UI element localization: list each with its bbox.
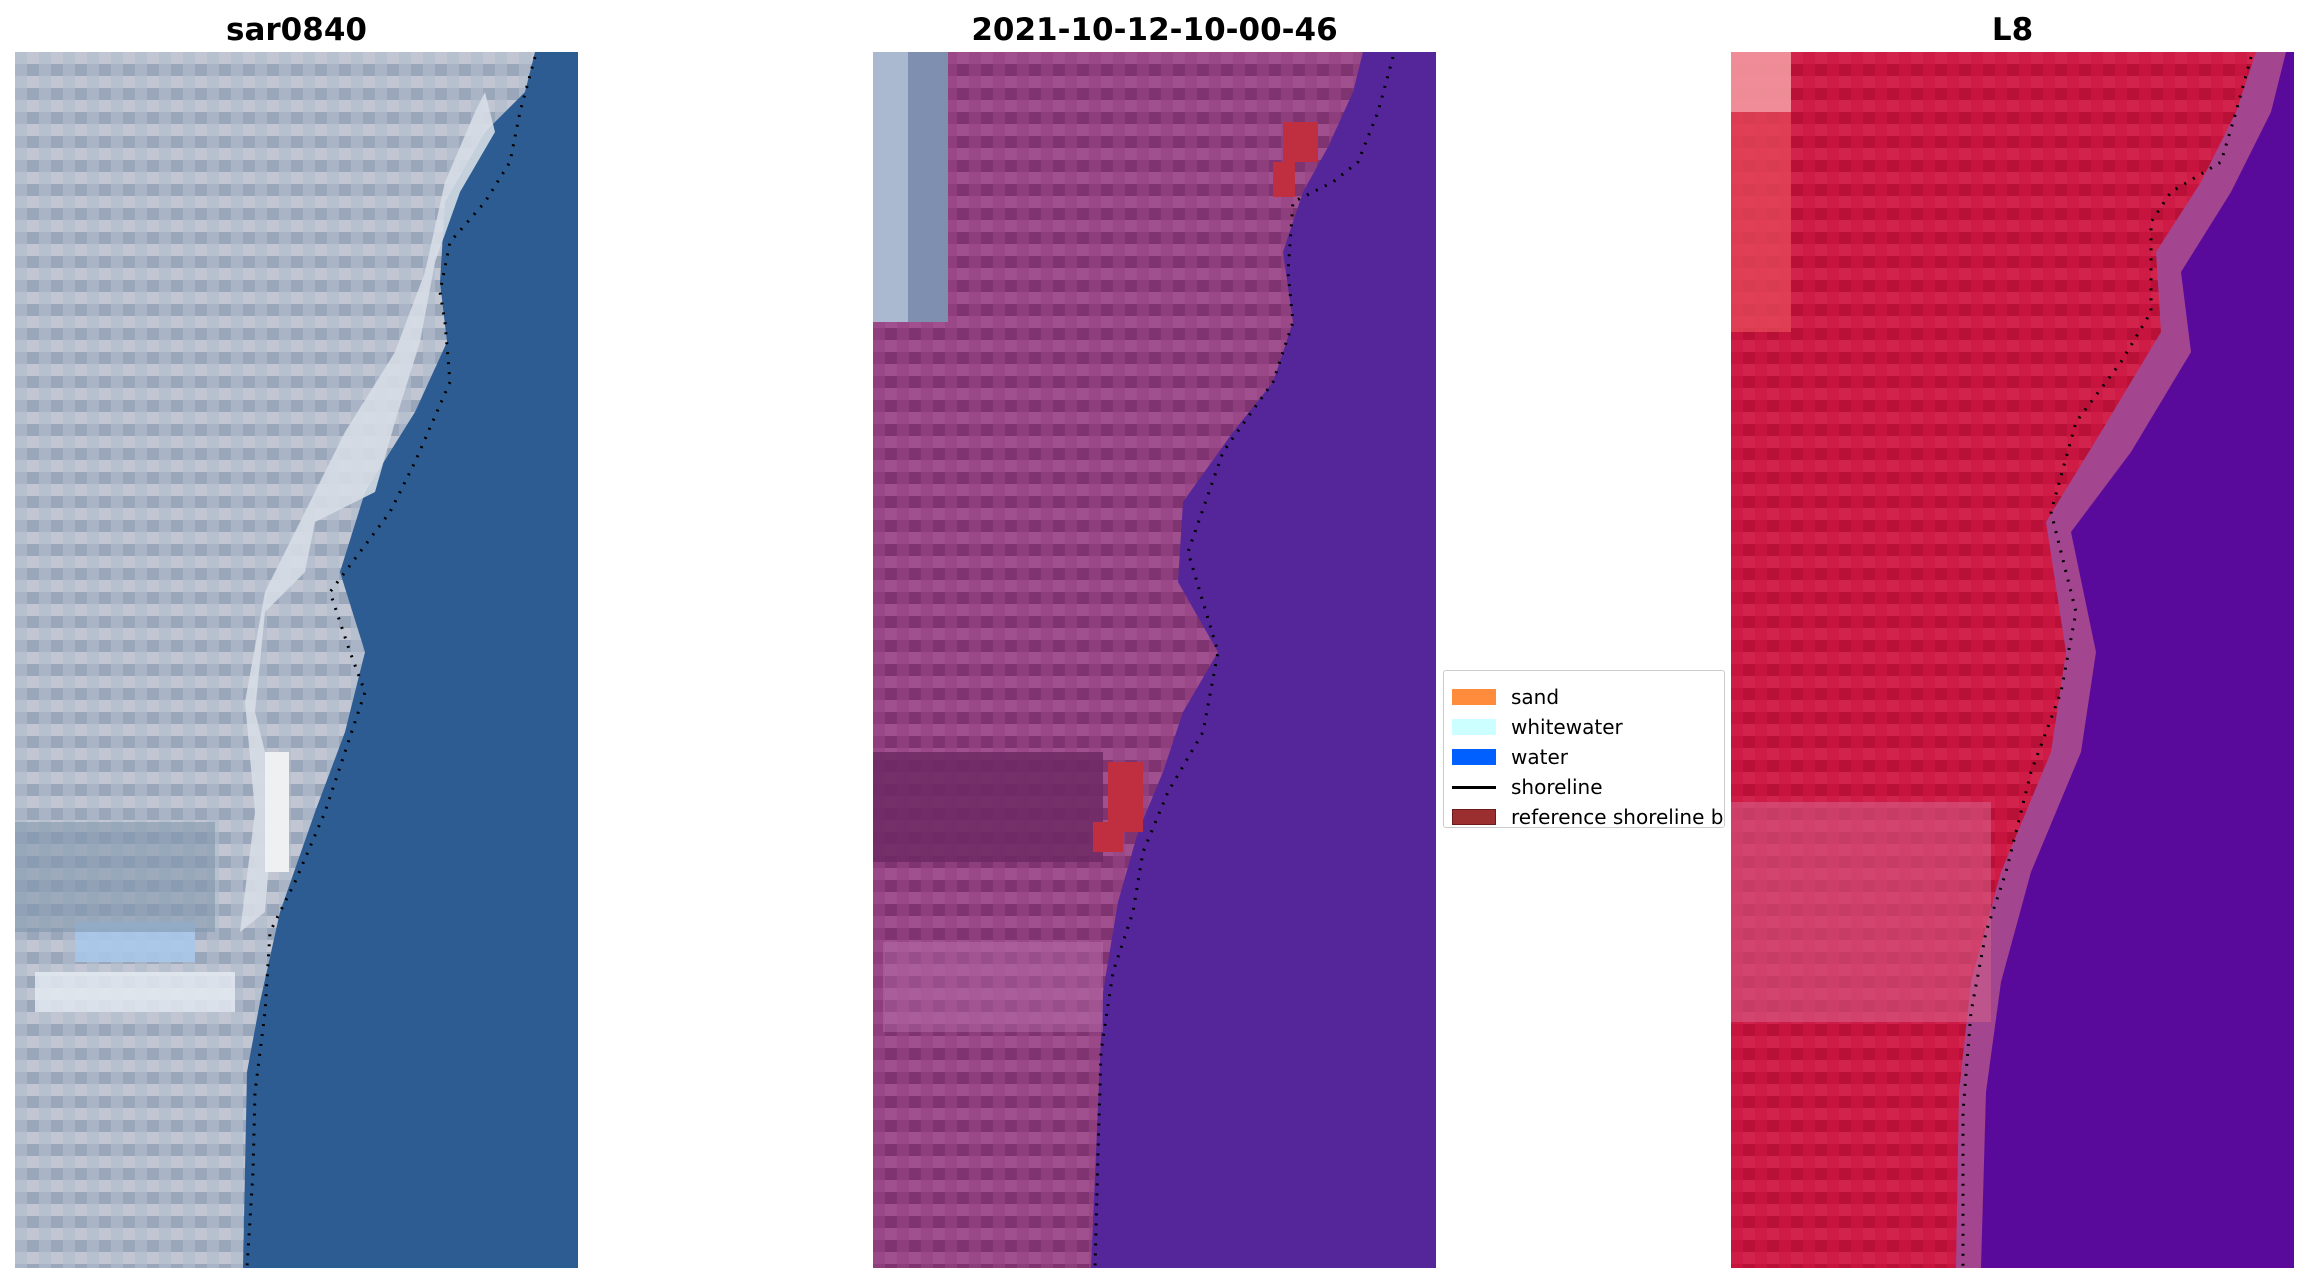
- shoreline-line: [1452, 785, 1496, 789]
- shoreline-dots: [245, 56, 537, 1268]
- legend-item-whitewater: whitewater: [1452, 714, 1724, 740]
- legend-item-sand: sand: [1452, 684, 1724, 710]
- sand-swatch: [1452, 689, 1496, 705]
- legend-label: whitewater: [1511, 715, 1623, 739]
- panel-title-sar0840: sar0840: [226, 12, 367, 48]
- classified-image-panel: [873, 52, 1436, 1268]
- shoreline-dots: [1961, 56, 2253, 1268]
- panel-title-l8: L8: [1991, 12, 2034, 48]
- whitewater-swatch: [1452, 719, 1496, 735]
- legend-label: reference shoreline buffer: [1511, 805, 1724, 828]
- satellite-image-true-color: [15, 52, 578, 1268]
- legend-label: water: [1511, 745, 1568, 769]
- legend: sand whitewater water shoreline referenc…: [1443, 670, 1725, 828]
- water-swatch: [1452, 749, 1496, 765]
- legend-label: sand: [1511, 685, 1560, 709]
- buffer-swatch: [1452, 809, 1496, 825]
- legend-item-shoreline: shoreline: [1452, 774, 1724, 800]
- satellite-image-l8: [1731, 52, 2294, 1268]
- legend-item-reference-buffer: reference shoreline buffer: [1452, 804, 1724, 828]
- legend-label: shoreline: [1511, 775, 1603, 799]
- reference-buffer-patch: [1283, 122, 1318, 162]
- panel-title-date: 2021-10-12-10-00-46: [971, 12, 1338, 48]
- whitewater-patch: [265, 752, 289, 872]
- legend-item-water: water: [1452, 744, 1724, 770]
- reference-buffer-patch: [1108, 762, 1143, 832]
